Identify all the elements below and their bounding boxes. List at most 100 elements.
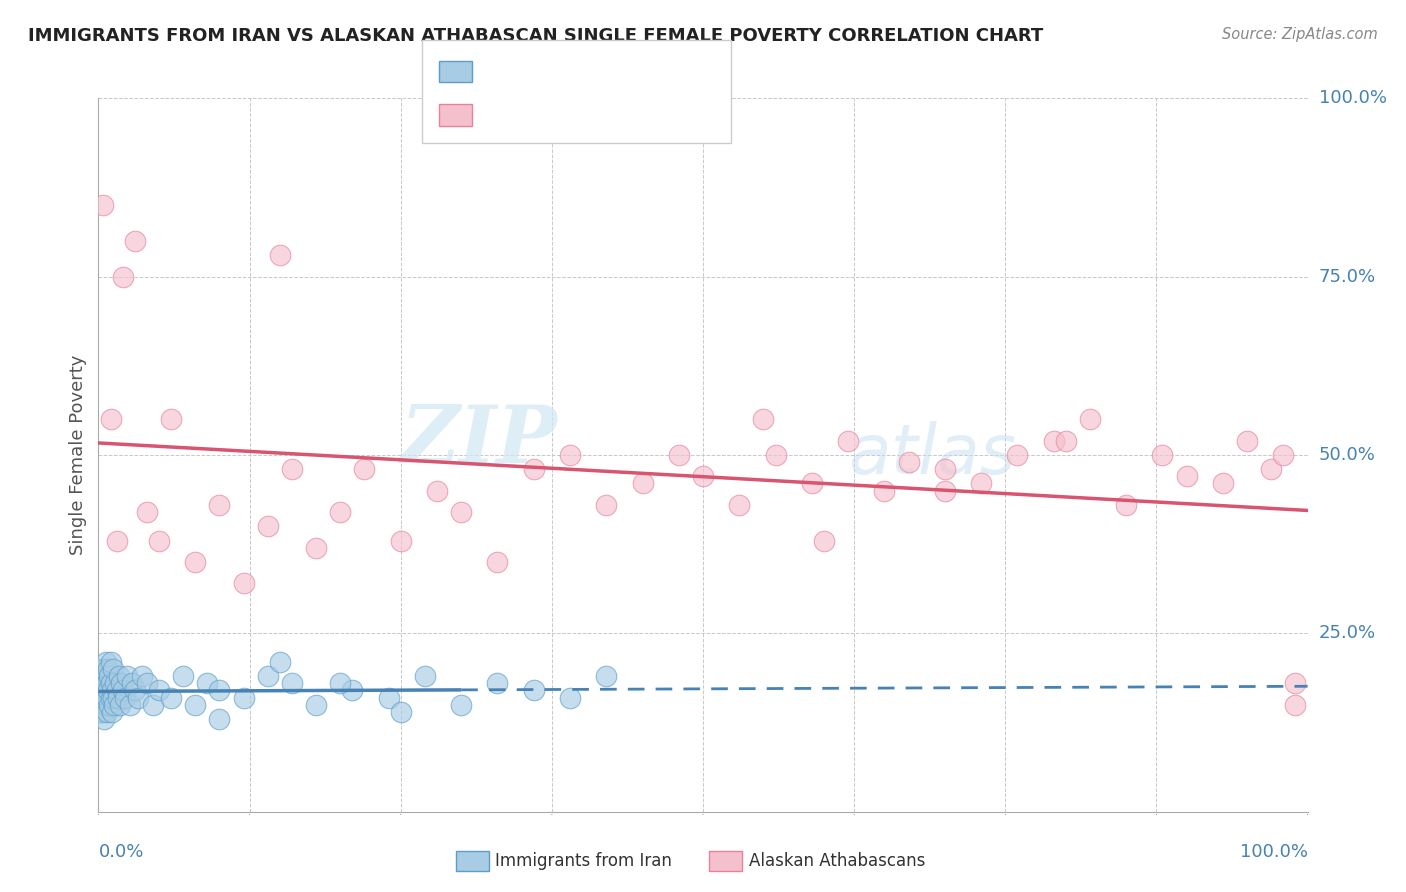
Point — [103, 698, 125, 712]
Point — [558, 690, 581, 705]
Point — [105, 533, 128, 548]
Point — [970, 476, 993, 491]
Point — [631, 476, 654, 491]
Point — [256, 519, 278, 533]
Point — [595, 498, 617, 512]
Point — [100, 412, 122, 426]
Point — [523, 462, 546, 476]
Point — [111, 683, 134, 698]
Point — [1175, 469, 1198, 483]
Point — [558, 448, 581, 462]
Point — [281, 676, 304, 690]
Point — [305, 698, 328, 712]
Point — [91, 676, 114, 690]
Point — [101, 690, 124, 705]
Point — [486, 676, 509, 690]
Point — [1152, 448, 1174, 462]
Point — [148, 683, 170, 698]
Point — [1007, 448, 1029, 462]
Point — [934, 462, 956, 476]
Point — [269, 248, 291, 262]
Point — [110, 676, 132, 690]
Point — [100, 655, 122, 669]
Point — [124, 234, 146, 248]
Point — [1260, 462, 1282, 476]
Point — [100, 705, 122, 719]
Text: N = 51: N = 51 — [600, 103, 671, 122]
Point — [897, 455, 920, 469]
Point — [127, 690, 149, 705]
Point — [100, 690, 122, 705]
Point — [450, 505, 472, 519]
Point — [595, 669, 617, 683]
Point — [256, 669, 278, 683]
Point — [101, 662, 124, 676]
Point — [93, 690, 115, 705]
Point — [873, 483, 896, 498]
Point — [118, 698, 141, 712]
Point — [114, 690, 136, 705]
Text: R = 0.036: R = 0.036 — [478, 61, 581, 79]
Point — [108, 698, 131, 712]
Point — [91, 705, 114, 719]
Point — [208, 683, 231, 698]
Point — [97, 662, 120, 676]
Point — [329, 676, 352, 690]
Point — [104, 676, 127, 690]
Point — [98, 698, 121, 712]
Point — [91, 198, 114, 212]
Text: 100.0%: 100.0% — [1319, 89, 1386, 107]
Point — [208, 498, 231, 512]
Point — [160, 412, 183, 426]
Point — [90, 676, 112, 690]
Text: N = 74: N = 74 — [600, 61, 671, 79]
Point — [934, 483, 956, 498]
Point — [281, 462, 304, 476]
Point — [107, 690, 129, 705]
Point — [269, 655, 291, 669]
Point — [100, 683, 122, 698]
Point — [837, 434, 859, 448]
Point — [91, 662, 114, 676]
Point — [108, 669, 131, 683]
Point — [124, 683, 146, 698]
Point — [195, 676, 218, 690]
Point — [96, 705, 118, 719]
Point — [121, 676, 143, 690]
Point — [813, 533, 835, 548]
Point — [160, 690, 183, 705]
Point — [142, 698, 165, 712]
Point — [232, 576, 254, 591]
Text: 25.0%: 25.0% — [1319, 624, 1376, 642]
Point — [117, 669, 139, 683]
Point — [1078, 412, 1101, 426]
Point — [232, 690, 254, 705]
Point — [426, 483, 449, 498]
Point — [1284, 698, 1306, 712]
Point — [91, 698, 114, 712]
Point — [1284, 676, 1306, 690]
Point — [135, 505, 157, 519]
Point — [90, 669, 112, 683]
Point — [93, 712, 115, 726]
Point — [377, 690, 399, 705]
Point — [389, 705, 412, 719]
Point — [89, 683, 111, 698]
Point — [89, 698, 111, 712]
Point — [96, 690, 118, 705]
Y-axis label: Single Female Poverty: Single Female Poverty — [69, 355, 87, 555]
Text: 50.0%: 50.0% — [1319, 446, 1375, 464]
Text: R = 0.362: R = 0.362 — [478, 103, 581, 122]
Point — [728, 498, 751, 512]
Point — [131, 669, 153, 683]
Point — [692, 469, 714, 483]
Point — [89, 705, 111, 719]
Point — [172, 669, 194, 683]
Point — [97, 683, 120, 698]
Text: 100.0%: 100.0% — [1240, 843, 1308, 861]
Point — [523, 683, 546, 698]
Text: 75.0%: 75.0% — [1319, 268, 1376, 285]
Text: IMMIGRANTS FROM IRAN VS ALASKAN ATHABASCAN SINGLE FEMALE POVERTY CORRELATION CHA: IMMIGRANTS FROM IRAN VS ALASKAN ATHABASC… — [28, 27, 1043, 45]
Point — [91, 690, 114, 705]
Point — [100, 676, 122, 690]
